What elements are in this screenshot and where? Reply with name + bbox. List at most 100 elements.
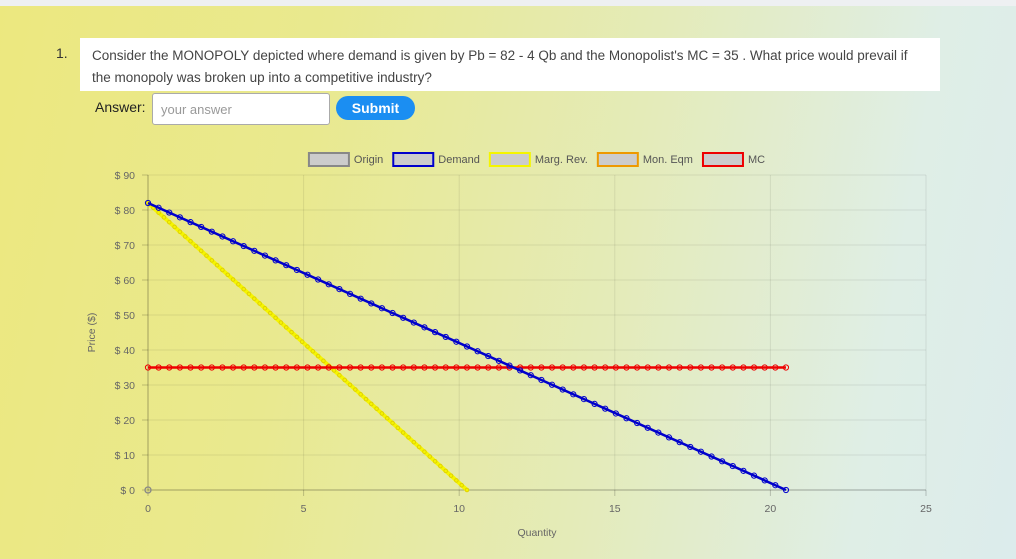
mc-point (283, 364, 290, 371)
legend-swatch-origin (307, 152, 350, 167)
marg-rev-point (406, 435, 411, 440)
marg-rev-point (262, 305, 268, 311)
y-tick-label: $ 70 (115, 240, 136, 252)
marg-rev-point (204, 253, 209, 258)
demand-point (729, 462, 736, 470)
marg-rev-point (161, 215, 167, 220)
demand-point (421, 324, 428, 331)
marg-rev-point (172, 224, 177, 230)
demand-point (261, 252, 269, 259)
demand-point (708, 453, 715, 460)
marg-rev-point (347, 382, 353, 388)
demand-point (304, 271, 311, 278)
origin-series (144, 486, 152, 494)
mc-point (198, 364, 205, 371)
marg-rev-point (236, 282, 241, 287)
demand-point (644, 424, 651, 431)
demand-point (527, 372, 534, 379)
mc-point (400, 364, 407, 371)
mc-point (219, 364, 226, 371)
marg-rev-point (432, 459, 438, 464)
x-tick-label: 0 (145, 503, 151, 515)
y-tick-label: $ 40 (115, 345, 136, 357)
legend-label-mc: MC (748, 154, 765, 166)
mc-point (346, 364, 354, 371)
marg-rev-point (278, 320, 284, 325)
marg-rev-point (315, 353, 321, 359)
y-tick-label: $ 50 (115, 310, 136, 322)
demand-point (474, 348, 481, 355)
demand-point (750, 472, 758, 479)
mc-point (176, 364, 183, 371)
marg-rev-point (331, 368, 337, 373)
marg-rev-point (368, 401, 374, 407)
demand-point (517, 367, 524, 374)
legend-item-mon-eqm: Mon. Eqm (596, 152, 693, 167)
demand-point (634, 419, 641, 427)
marg-rev-point (257, 301, 262, 306)
legend-swatch-mon-eqm (596, 152, 639, 167)
mc-point (208, 364, 215, 371)
mc-point (612, 364, 619, 371)
marg-rev-point (422, 449, 427, 455)
marg-rev-point (337, 372, 342, 378)
marg-rev-point (438, 463, 443, 469)
mc-point (410, 364, 417, 371)
marg-rev-point (427, 454, 433, 459)
demand-point (325, 281, 332, 288)
demand-point (272, 257, 279, 264)
answer-input[interactable] (152, 93, 330, 125)
marg-rev-point (400, 430, 406, 435)
mc-point (357, 364, 364, 371)
demand-point (655, 429, 662, 436)
marg-rev-point (294, 334, 300, 340)
marg-rev-point (363, 396, 369, 402)
mc-point (729, 364, 736, 371)
legend-swatch-mc (701, 152, 744, 167)
marg-rev-point (416, 444, 422, 450)
marg-rev-point (220, 267, 225, 273)
marg-rev-point (209, 258, 215, 263)
demand-point (431, 329, 439, 336)
submit-button[interactable]: Submit (336, 96, 415, 120)
mc-point (378, 364, 386, 371)
demand-point (495, 357, 502, 364)
mc-point (719, 364, 726, 371)
y-tick-label: $ 90 (115, 170, 136, 182)
mc-point (187, 364, 194, 371)
marg-rev-point (374, 406, 379, 411)
mc-point (591, 364, 598, 371)
question-number: 1. (56, 45, 68, 61)
mc-point (602, 364, 609, 371)
mc-series (144, 364, 790, 371)
demand-point (485, 352, 492, 360)
marg-rev-point (384, 415, 390, 421)
marg-rev-point (182, 234, 188, 239)
marg-rev-point (177, 229, 183, 234)
demand-point (357, 295, 364, 302)
marg-rev-point (358, 392, 363, 397)
y-tick-label: $ 20 (115, 415, 136, 427)
mc-point (166, 364, 173, 371)
mc-point (485, 364, 492, 371)
demand-point (442, 333, 449, 341)
marg-rev-point (379, 411, 385, 416)
x-tick-label: 15 (609, 503, 621, 515)
marg-rev-point (411, 439, 417, 445)
marg-rev-point (267, 310, 273, 316)
marg-rev-point (395, 425, 401, 431)
demand-point (676, 439, 683, 446)
mc-point (570, 364, 577, 371)
marg-rev-point (241, 286, 246, 292)
x-tick-label: 10 (453, 503, 465, 515)
marg-rev-point (246, 291, 252, 297)
marg-rev-point (321, 358, 326, 364)
marg-rev-point (193, 243, 199, 249)
demand-point (772, 482, 779, 489)
demand-point (283, 262, 290, 269)
demand-point (570, 391, 577, 398)
demand-point (368, 300, 375, 307)
marg-rev-point (225, 272, 231, 278)
mc-point (474, 364, 481, 371)
legend-swatch-marg-rev (488, 152, 531, 167)
